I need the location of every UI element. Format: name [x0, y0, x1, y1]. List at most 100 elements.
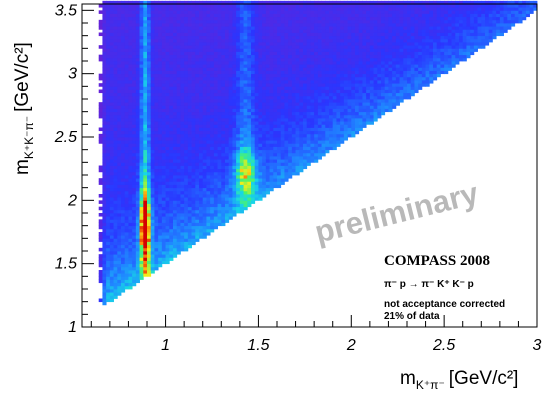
- heatmap-cell: [121, 247, 126, 252]
- heatmap-cell: [358, 67, 363, 71]
- heatmap-cell: [132, 35, 137, 40]
- heatmap-cell: [254, 0, 259, 5]
- heatmap-cell: [317, 54, 322, 59]
- heatmap-cell: [165, 108, 170, 113]
- heatmap-cell: [213, 159, 218, 163]
- heatmap-cell: [303, 10, 308, 14]
- heatmap-cell: [150, 257, 155, 261]
- heatmap-cell: [173, 152, 178, 157]
- heatmap-cell: [232, 45, 237, 49]
- heatmap-cell: [303, 95, 308, 100]
- heatmap-cell: [221, 42, 226, 46]
- heatmap-cell: [117, 140, 122, 144]
- heatmap-cell: [102, 48, 107, 52]
- heatmap-cell: [102, 241, 107, 246]
- heatmap-cell: [303, 83, 308, 87]
- heatmap-cell: [135, 251, 140, 255]
- heatmap-cell: [161, 171, 166, 176]
- heatmap-cell: [106, 127, 111, 132]
- heatmap-cell: [169, 194, 174, 198]
- heatmap-cell: [336, 89, 341, 94]
- heatmap-cell: [98, 247, 103, 252]
- heatmap-cell: [113, 92, 118, 97]
- heatmap-cell: [106, 181, 111, 185]
- heatmap-cell: [161, 99, 166, 103]
- heatmap-cell: [143, 213, 148, 217]
- heatmap-cell: [154, 7, 159, 11]
- heatmap-cell: [132, 121, 137, 125]
- heatmap-cell: [102, 99, 107, 103]
- heatmap-cell: [314, 86, 319, 90]
- heatmap-cell: [280, 4, 285, 8]
- heatmap-cell: [98, 178, 103, 182]
- heatmap-cell: [355, 127, 360, 132]
- heatmap-cell: [299, 13, 304, 18]
- heatmap-cell: [262, 121, 267, 125]
- heatmap-cell: [262, 102, 267, 106]
- heatmap-cell: [355, 64, 360, 68]
- heatmap-cell: [362, 111, 367, 116]
- heatmap-cell: [262, 76, 267, 81]
- heatmap-cell: [254, 16, 259, 21]
- heatmap-cell: [299, 127, 304, 132]
- heatmap-cell: [184, 73, 189, 78]
- heatmap-cell: [206, 209, 211, 214]
- heatmap-cell: [213, 26, 218, 30]
- heatmap-cell: [277, 156, 282, 160]
- heatmap-cell: [106, 263, 111, 268]
- heatmap-cell: [169, 4, 174, 8]
- heatmap-cell: [221, 181, 226, 185]
- heatmap-cell: [254, 19, 259, 24]
- heatmap-cell: [161, 162, 166, 166]
- heatmap-cell: [325, 38, 330, 43]
- heatmap-cell: [135, 232, 140, 236]
- heatmap-cell: [288, 89, 293, 94]
- heatmap-cell: [321, 146, 326, 151]
- heatmap-cell: [277, 61, 282, 65]
- heatmap-cell: [336, 0, 341, 5]
- heatmap-cell: [343, 23, 348, 27]
- heatmap-cell: [351, 0, 356, 5]
- heatmap-cell: [173, 121, 178, 125]
- heatmap-cell: [202, 146, 207, 151]
- heatmap-cell: [210, 203, 215, 208]
- heatmap-cell: [232, 108, 237, 113]
- heatmap-cell: [210, 124, 215, 128]
- heatmap-cell: [306, 10, 311, 14]
- heatmap-cell: [232, 190, 237, 195]
- heatmap-cell: [117, 127, 122, 132]
- heatmap-cell: [243, 76, 248, 81]
- heatmap-cell: [299, 76, 304, 81]
- heatmap-cell: [273, 61, 278, 65]
- heatmap-cell: [135, 276, 140, 280]
- heatmap-cell: [124, 187, 129, 192]
- heatmap-cell: [143, 61, 148, 65]
- heatmap-cell: [243, 197, 248, 201]
- heatmap-cell: [369, 0, 374, 5]
- heatmap-cell: [228, 143, 233, 147]
- heatmap-cell: [158, 64, 163, 68]
- heatmap-cell: [117, 32, 122, 37]
- heatmap-cell: [262, 7, 267, 11]
- heatmap-cell: [284, 35, 289, 40]
- heatmap-cell: [184, 178, 189, 182]
- heatmap-cell: [210, 127, 215, 132]
- heatmap-cell: [329, 124, 334, 128]
- heatmap-cell: [306, 76, 311, 81]
- heatmap-cell: [269, 80, 274, 84]
- heatmap-cell: [128, 285, 133, 290]
- heatmap-cell: [102, 57, 107, 62]
- heatmap-cell: [206, 130, 211, 135]
- heatmap-cell: [317, 146, 322, 151]
- heatmap-cell: [366, 92, 371, 97]
- heatmap-cell: [106, 133, 111, 138]
- heatmap-cell: [310, 102, 315, 106]
- heatmap-cell: [113, 35, 118, 40]
- heatmap-cell: [143, 254, 148, 258]
- heatmap-cell: [228, 83, 233, 87]
- heatmap-cell: [221, 149, 226, 154]
- heatmap-cell: [291, 16, 296, 21]
- heatmap-cell: [321, 92, 326, 97]
- heatmap-cell: [358, 89, 363, 94]
- heatmap-cell: [139, 263, 144, 268]
